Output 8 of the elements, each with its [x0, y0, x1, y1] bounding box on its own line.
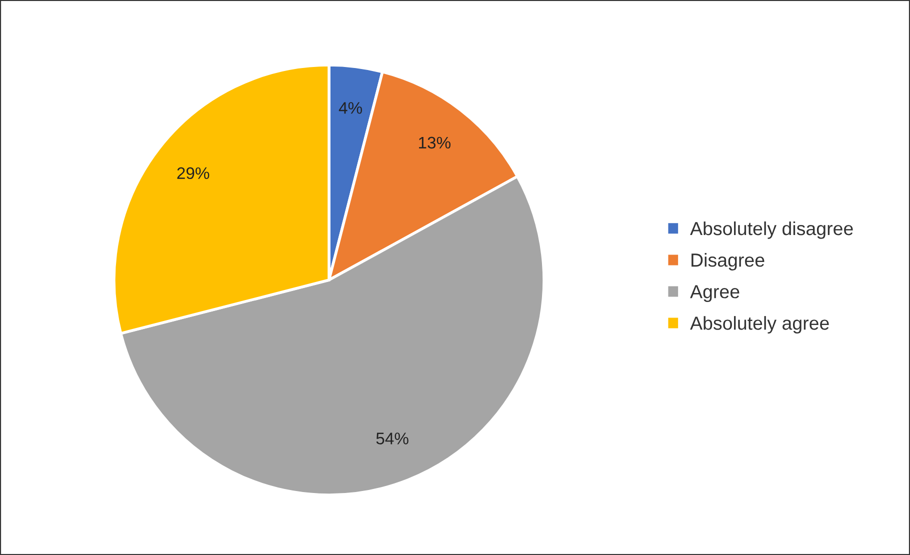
data-label: 4%: [338, 102, 362, 114]
data-label: 13%: [419, 136, 451, 149]
legend-label: Agree: [690, 285, 740, 302]
data-label: 29%: [177, 167, 210, 180]
legend-label: Absolutely disagree: [690, 221, 853, 239]
legend-label: Absolutely agree: [690, 316, 829, 334]
data-label: 54%: [376, 432, 408, 444]
legend-label: Disagree: [692, 252, 764, 270]
